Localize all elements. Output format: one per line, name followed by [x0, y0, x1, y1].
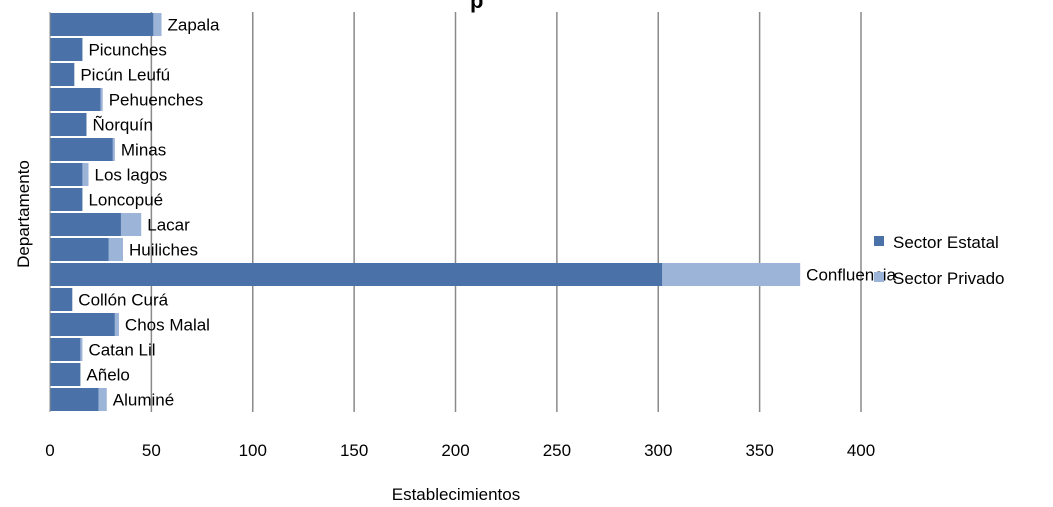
x-tick-label-350: 350	[745, 441, 773, 460]
bar-sector-estatal-norquin	[50, 113, 87, 136]
category-label-los-lagos: Los lagos	[95, 166, 168, 185]
bar-sector-estatal-lacar	[50, 213, 121, 236]
legend-label-sector-privado: Sector Privado	[893, 269, 1005, 288]
bar-sector-privado-los-lagos	[82, 163, 89, 186]
bar-sector-estatal-picunches	[50, 38, 83, 61]
bar-sector-estatal-picun-leufu	[50, 63, 75, 86]
category-label-huiliches: Huiliches	[129, 241, 198, 260]
bar-sector-estatal-huiliches	[50, 238, 109, 261]
bar-sector-privado-zapala	[153, 13, 162, 36]
bar-sector-privado-huiliches	[108, 238, 123, 261]
category-label-anelo: Añelo	[86, 366, 129, 385]
category-label-lacar: Lacar	[147, 216, 190, 235]
bar-sector-estatal-alumine	[50, 388, 99, 411]
bar-sector-privado-alumine	[98, 388, 107, 411]
bar-sector-estatal-catan-lil	[50, 338, 81, 361]
bars	[50, 13, 801, 411]
bar-sector-estatal-pehuenches	[50, 88, 101, 111]
gridlines	[150, 12, 862, 412]
x-tick-label-150: 150	[340, 441, 368, 460]
category-label-confluencia: Confluencia	[806, 266, 896, 285]
bar-sector-privado-confluencia	[662, 263, 801, 286]
bar-sector-privado-catan-lil	[80, 338, 83, 361]
x-tick-label-300: 300	[644, 441, 672, 460]
legend-swatch-sector-estatal	[874, 236, 884, 246]
x-tick-label-100: 100	[239, 441, 267, 460]
category-label-collon-cura: Collón Curá	[78, 291, 168, 310]
category-label-chos-malal: Chos Malal	[125, 316, 210, 335]
y-axis-title: Departamento	[14, 160, 33, 268]
category-label-loncopue: Loncopué	[88, 191, 163, 210]
x-axis-title: Establecimientos	[392, 485, 521, 504]
x-tick-label-200: 200	[441, 441, 469, 460]
category-label-picunches: Picunches	[88, 41, 166, 60]
bar-sector-privado-chos-malal	[114, 313, 119, 336]
x-tick-label-400: 400	[847, 441, 875, 460]
category-label-pehuenches: Pehuenches	[109, 91, 204, 110]
category-label-zapala: Zapala	[168, 16, 221, 35]
bar-sector-estatal-minas	[50, 138, 113, 161]
chart-title-fragment: p	[470, 0, 483, 13]
x-tick-label-0: 0	[45, 441, 54, 460]
category-label-norquin: Ñorquín	[92, 116, 152, 135]
legend-swatch-sector-privado	[874, 272, 884, 282]
bar-sector-estatal-zapala	[50, 13, 154, 36]
bar-sector-estatal-loncopue	[50, 188, 83, 211]
bar-sector-privado-pehuenches	[100, 88, 103, 111]
bar-sector-estatal-los-lagos	[50, 163, 83, 186]
bar-sector-privado-lacar	[120, 213, 142, 236]
x-tick-label-50: 50	[142, 441, 161, 460]
bar-sector-estatal-collon-cura	[50, 288, 73, 311]
category-label-picun-leufu: Picún Leufú	[80, 66, 170, 85]
x-tick-labels: 0 50 100 150 200 250 300 350 400	[45, 441, 875, 460]
bar-sector-estatal-chos-malal	[50, 313, 115, 336]
bar-sector-estatal-confluencia	[50, 263, 663, 286]
x-tick-label-250: 250	[543, 441, 571, 460]
legend: Sector Estatal Sector Privado	[874, 233, 1005, 288]
bar-sector-estatal-anelo	[50, 363, 81, 386]
category-label-alumine: Aluminé	[113, 391, 174, 410]
category-label-minas: Minas	[121, 141, 166, 160]
legend-label-sector-estatal: Sector Estatal	[893, 233, 999, 252]
bar-sector-privado-minas	[112, 138, 115, 161]
category-label-catan-lil: Catan Lil	[88, 341, 155, 360]
